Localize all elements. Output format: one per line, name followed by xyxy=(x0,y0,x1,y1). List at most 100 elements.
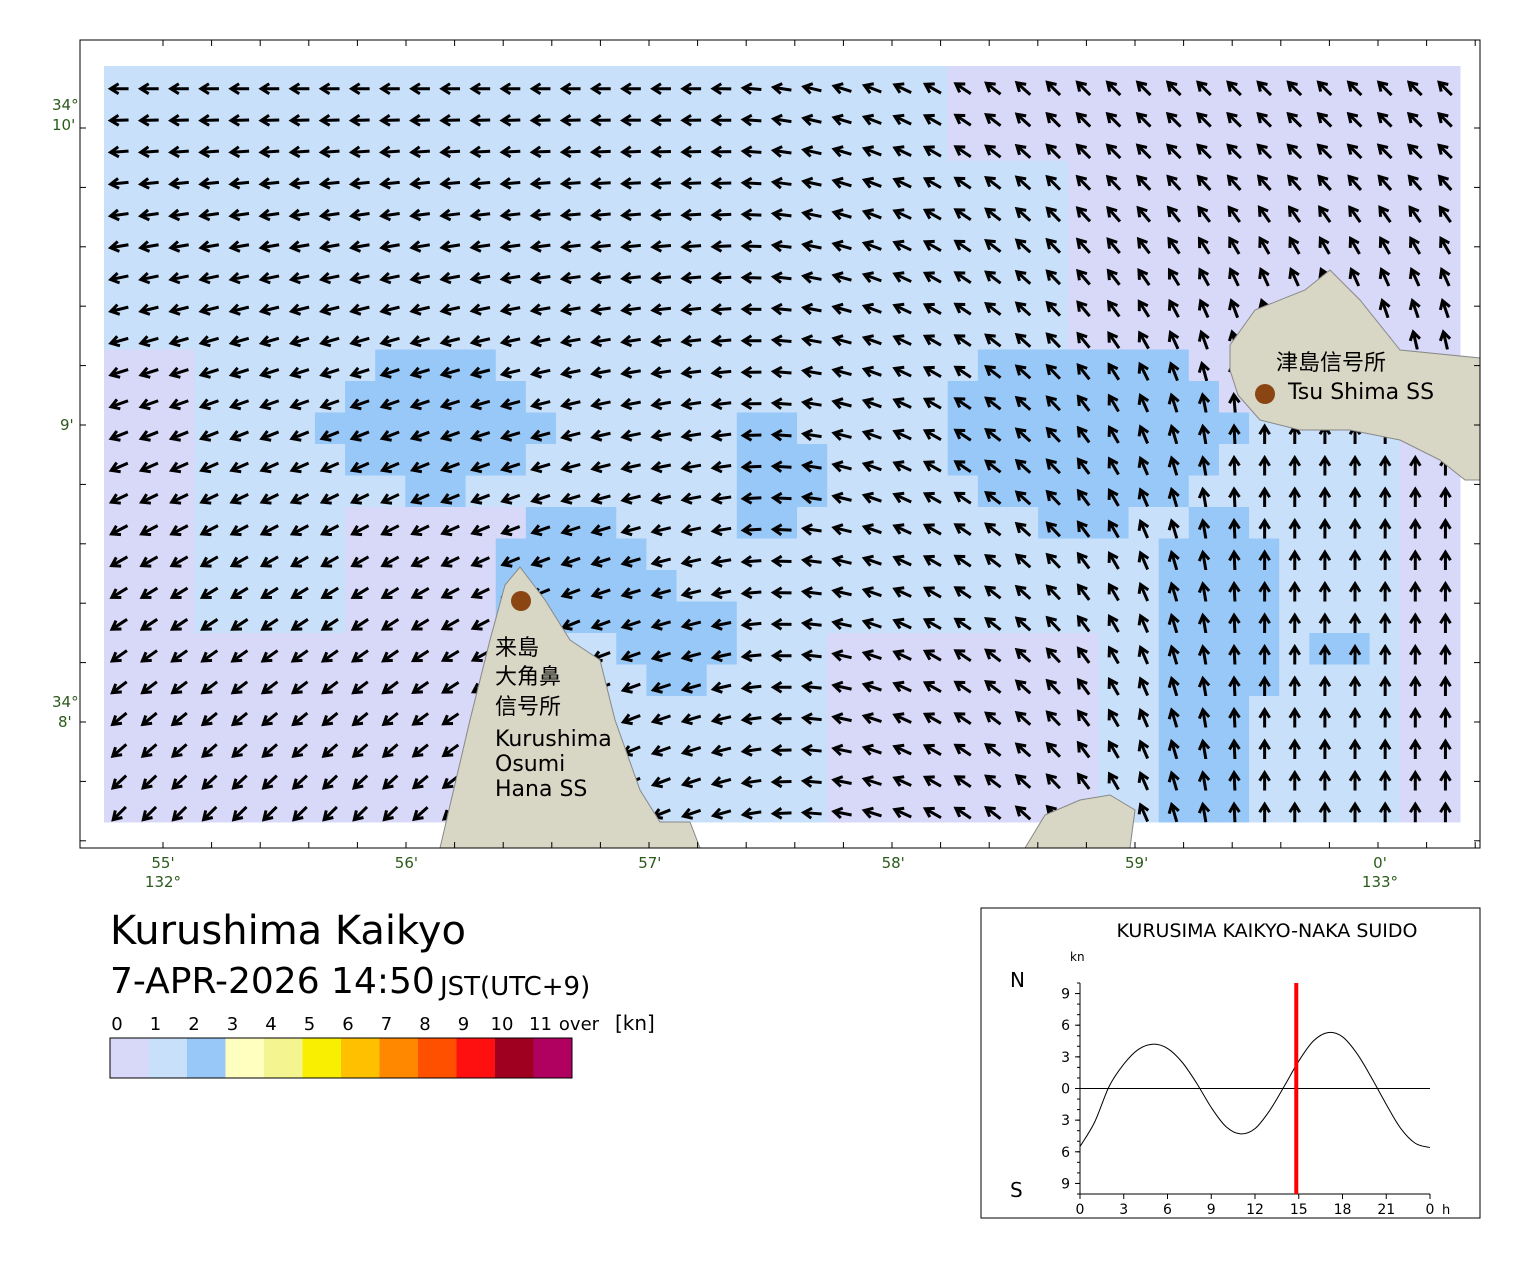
current-arrow xyxy=(620,240,641,253)
place-labels: 津島信号所 Tsu Shima SS 来島 大角鼻 信号所 Kurushima … xyxy=(495,351,1434,802)
current-arrow xyxy=(680,177,702,190)
current-arrow xyxy=(107,177,129,190)
current-arrow xyxy=(1137,613,1150,634)
speed-cell xyxy=(405,129,436,161)
current-arrow xyxy=(953,208,972,221)
speed-cell xyxy=(857,570,888,602)
current-arrow xyxy=(1318,706,1332,728)
current-arrow xyxy=(680,776,702,789)
current-arrow xyxy=(290,555,309,568)
current-arrow xyxy=(1165,111,1182,128)
current-arrow xyxy=(953,775,972,788)
current-arrow xyxy=(140,680,158,695)
current-arrow xyxy=(201,774,218,790)
current-arrow xyxy=(1376,80,1393,97)
current-arrow xyxy=(168,303,189,316)
speed-cell xyxy=(766,570,798,602)
current-arrow xyxy=(439,271,461,285)
current-arrow xyxy=(1197,644,1211,665)
current-arrow xyxy=(831,365,852,378)
current-arrow xyxy=(559,271,581,285)
current-arrow xyxy=(1258,675,1271,697)
current-arrow xyxy=(770,176,792,190)
current-arrow xyxy=(1286,80,1303,97)
current-arrow xyxy=(589,271,611,285)
current-arrow xyxy=(140,711,158,727)
speed-cell xyxy=(917,97,949,130)
current-arrow xyxy=(170,711,188,727)
current-arrow xyxy=(1348,205,1362,223)
current-arrow xyxy=(1137,581,1150,602)
current-arrow xyxy=(710,271,732,285)
current-arrow xyxy=(411,774,429,790)
speed-cell xyxy=(616,129,647,161)
current-arrow xyxy=(439,145,461,159)
current-arrow xyxy=(710,208,732,222)
current-arrow xyxy=(740,365,762,379)
current-arrow xyxy=(289,524,310,537)
speed-cell xyxy=(797,129,828,161)
speed-cell xyxy=(284,97,316,130)
current-arrow xyxy=(1228,706,1241,728)
speed-cell xyxy=(1038,66,1069,98)
current-arrow xyxy=(1316,111,1333,128)
current-arrow xyxy=(922,365,942,378)
legend-label: 2 xyxy=(188,1014,199,1035)
current-arrow xyxy=(680,555,702,568)
current-arrow xyxy=(892,208,912,220)
place-label: 大角鼻 xyxy=(495,665,561,690)
current-arrow xyxy=(319,524,340,537)
current-arrow xyxy=(1014,206,1032,222)
speed-cell xyxy=(1249,97,1280,130)
current-arrow xyxy=(710,649,732,663)
current-arrow xyxy=(1318,738,1332,760)
current-arrow xyxy=(139,618,159,631)
current-arrow xyxy=(650,397,672,411)
current-arrow xyxy=(800,649,822,662)
current-arrow xyxy=(1348,769,1362,791)
speed-cell xyxy=(887,412,919,445)
current-arrow xyxy=(349,430,370,442)
legend-swatch xyxy=(418,1038,457,1078)
current-arrow xyxy=(650,460,672,474)
speed-cell xyxy=(194,97,226,130)
current-arrow xyxy=(200,711,218,727)
current-arrow xyxy=(529,114,551,127)
current-arrow xyxy=(1195,143,1212,160)
current-arrow xyxy=(1258,486,1271,508)
current-arrow xyxy=(740,681,762,694)
current-arrow xyxy=(1348,706,1362,728)
speed-cell xyxy=(134,129,165,161)
current-arrow xyxy=(680,681,702,694)
legend-label: 7 xyxy=(381,1014,392,1035)
speed-cell xyxy=(676,129,708,161)
speed-cell xyxy=(857,286,888,319)
current-arrow xyxy=(1437,80,1453,97)
current-arrow xyxy=(800,680,822,694)
current-arrow xyxy=(439,366,461,379)
speed-cell xyxy=(917,381,949,413)
speed-cell xyxy=(676,97,708,130)
speed-cell xyxy=(1279,160,1310,193)
current-arrow xyxy=(439,208,461,222)
current-arrow xyxy=(770,302,792,316)
speed-cell xyxy=(917,727,949,760)
current-arrow xyxy=(800,523,822,536)
current-arrow xyxy=(1438,205,1452,223)
speed-cell xyxy=(827,129,858,161)
speed-cell xyxy=(706,318,738,350)
current-arrow xyxy=(138,335,159,348)
current-arrow xyxy=(1167,770,1180,791)
current-arrow xyxy=(953,806,972,820)
current-arrow xyxy=(1014,175,1032,191)
current-arrow xyxy=(650,618,672,631)
current-arrow xyxy=(1167,581,1180,602)
legend-swatch xyxy=(110,1038,149,1078)
legend-swatch xyxy=(148,1038,187,1078)
current-arrow xyxy=(1258,423,1271,445)
lat-degree: 34° xyxy=(52,693,79,711)
current-arrow xyxy=(650,82,671,96)
current-arrow xyxy=(620,461,641,474)
current-arrow xyxy=(1408,235,1422,255)
current-arrow xyxy=(680,650,702,663)
